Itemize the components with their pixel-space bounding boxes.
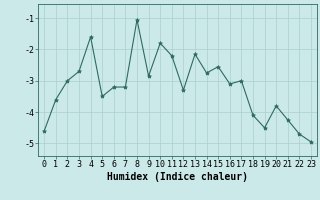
X-axis label: Humidex (Indice chaleur): Humidex (Indice chaleur) — [107, 172, 248, 182]
